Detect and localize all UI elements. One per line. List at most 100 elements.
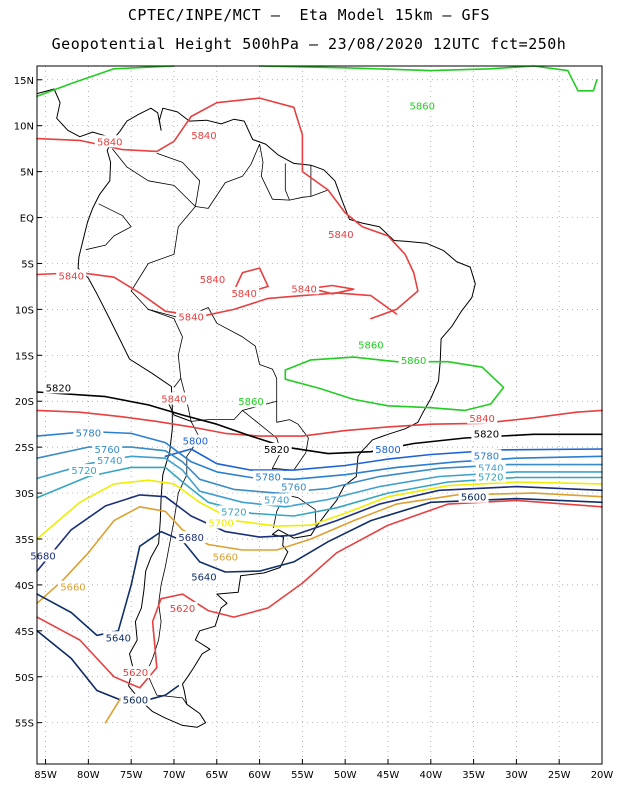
country-border [310, 189, 329, 197]
contour-label-bg [73, 426, 104, 439]
contour-label: 5840 [59, 271, 84, 282]
contour-label: 5860 [410, 101, 435, 112]
contour-label-bg [475, 461, 506, 474]
contour-label: 5660 [213, 552, 238, 563]
contour-label: 5840 [97, 137, 122, 148]
contour-label-bg [210, 550, 241, 563]
contour-5780 [36, 430, 603, 481]
height-contours [36, 65, 603, 724]
lat-tick-label: 40S [15, 581, 34, 592]
contour-label: 5840 [231, 289, 256, 300]
contour-label-bg [103, 631, 134, 644]
contour-label-bg [467, 411, 498, 424]
contour-label: 5720 [478, 473, 503, 484]
lat-tick-label: 35S [15, 535, 34, 546]
contour-label: 5740 [478, 463, 503, 474]
contour-label: 5840 [191, 131, 216, 142]
contour-label-bg [176, 310, 207, 323]
contour-label: 5860 [358, 340, 383, 351]
contour-label: 5860 [238, 397, 263, 408]
contour-label: 5840 [291, 284, 316, 295]
contour-5700 [36, 479, 603, 540]
axis-ticks: 15N10N5NEQ5S10S15S20S25S30S35S40S45S50S5… [14, 76, 614, 781]
lon-tick-label: 50W [334, 770, 357, 781]
country-border [259, 144, 312, 201]
contour-label-bg [188, 570, 219, 583]
contour-label: 5860 [401, 356, 426, 367]
contour-5840 [36, 271, 398, 318]
contour-label-bg [458, 490, 489, 503]
coastline [36, 88, 476, 728]
contour-label-bg [398, 353, 429, 366]
lon-tick-label: 85W [34, 770, 57, 781]
lat-tick-label: EQ [20, 214, 34, 225]
lat-tick-label: 10N [14, 122, 34, 133]
contour-label-bg [43, 381, 74, 394]
contour-label: 5740 [264, 495, 289, 506]
country-border [284, 163, 290, 201]
contour-5840 [310, 284, 355, 295]
contour-label: 5840 [200, 275, 225, 286]
contour-label: 5840 [328, 230, 353, 241]
contour-label: 5620 [123, 668, 148, 679]
contour-label-bg [278, 480, 309, 493]
contour-label-bg [92, 442, 123, 455]
lon-tick-label: 55W [291, 770, 314, 781]
contour-label-bg [471, 449, 502, 462]
contour-5840 [36, 409, 603, 437]
contour-label-bg [158, 392, 189, 405]
lat-tick-label: 10S [15, 305, 34, 316]
lat-tick-label: 5S [21, 259, 34, 270]
lon-tick-label: 45W [377, 770, 400, 781]
contour-label-bg [475, 470, 506, 483]
contour-5760 [36, 446, 603, 494]
contour-label: 5820 [46, 383, 71, 394]
lat-tick-label: 15S [15, 351, 34, 362]
contour-label-bg [206, 516, 237, 529]
contour-5740 [36, 455, 603, 508]
lat-tick-label: 15N [14, 76, 34, 87]
contour-label-bg [289, 282, 320, 295]
contour-label-bg [229, 286, 260, 299]
contour-5840 [36, 97, 419, 320]
lon-tick-label: 75W [120, 770, 143, 781]
map-title-line1: CPTEC/INPE/MCT – Eta Model 15km – GFS [127, 6, 491, 24]
lat-tick-label: 45S [15, 627, 34, 638]
contour-label-bg [57, 580, 88, 593]
lat-tick-label: 55S [15, 719, 34, 730]
contour-label: 5640 [106, 633, 131, 644]
contour-5800 [164, 448, 603, 471]
contour-5720 [36, 466, 603, 517]
contour-label: 5700 [208, 518, 233, 529]
contour-label: 5600 [461, 493, 486, 504]
contour-label: 5800 [183, 437, 208, 448]
contour-label-bg [253, 470, 284, 483]
contour-label: 5760 [94, 445, 119, 456]
lat-tick-label: 5N [20, 168, 34, 179]
contour-label-bg [56, 269, 87, 282]
grid-lines [37, 66, 603, 764]
country-border [148, 307, 278, 402]
lat-tick-label: 25S [15, 443, 34, 454]
contour-label: 5840 [161, 394, 186, 405]
contour-label: 5780 [76, 428, 101, 439]
lon-tick-label: 20W [591, 770, 614, 781]
contour-label-bg [355, 338, 386, 351]
lat-tick-label: 20S [15, 397, 34, 408]
contour-label-bg [261, 493, 292, 506]
contour-label-bg [407, 99, 438, 112]
contour-label-bg [94, 135, 125, 148]
contour-label-bg [120, 666, 151, 679]
map-frame [36, 65, 603, 765]
contour-label-bg [94, 454, 125, 467]
contour-labels: 5860 5860 5860 5840 5840 5840 5840 5840 5840 5840… [27, 99, 506, 707]
country-border [146, 421, 201, 705]
contour-label-bg [261, 442, 292, 455]
lon-tick-label: 40W [419, 770, 442, 781]
contour-label: 5820 [474, 429, 499, 440]
lat-tick-label: 50S [15, 673, 34, 684]
contour-label: 5800 [375, 445, 400, 456]
lon-tick-label: 25W [548, 770, 571, 781]
contour-5860 [36, 65, 175, 98]
